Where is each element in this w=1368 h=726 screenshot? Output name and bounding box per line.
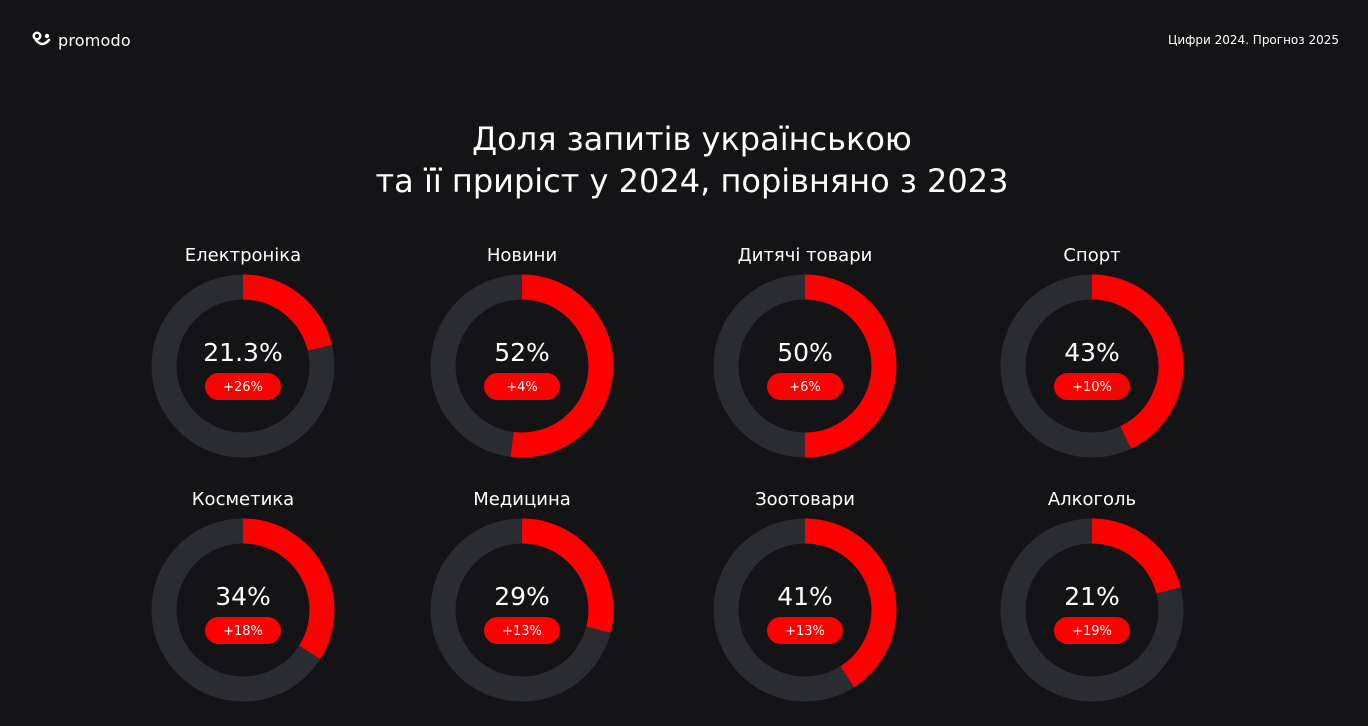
page-title-line-1: Доля запитів українською — [472, 120, 912, 158]
growth-badge — [1054, 617, 1130, 644]
growth-label: +4% — [506, 380, 538, 395]
donut-chart: Електроніка 21.3% +26% — [151, 245, 335, 458]
category-label: Дитячі товари — [738, 245, 873, 266]
category-label: Зоотовари — [755, 489, 855, 510]
page-title: Доля запитів українською та її приріст у… — [0, 118, 1368, 202]
share-label: 21.3% — [203, 338, 282, 367]
donut-chart: Алкоголь 21% +19% — [1000, 489, 1184, 702]
growth-badge — [767, 617, 843, 644]
growth-label: +18% — [223, 624, 263, 639]
donut-value-arc — [1091, 274, 1184, 449]
donut-value-arc — [510, 274, 614, 458]
page-title-line-2: та її приріст у 2024, порівняно з 2023 — [375, 162, 1009, 200]
donut-chart: Дитячі товари 50% +6% — [713, 245, 897, 458]
promodo-logo-icon — [32, 31, 51, 46]
growth-badge — [484, 373, 560, 400]
share-label: 52% — [494, 338, 550, 367]
growth-badge — [1054, 373, 1130, 400]
growth-label: +19% — [1072, 624, 1112, 639]
growth-label: +6% — [789, 380, 821, 395]
growth-label: +13% — [785, 624, 825, 639]
donut-value-arc — [242, 274, 333, 352]
growth-badge — [767, 373, 843, 400]
share-label: 50% — [777, 338, 833, 367]
donut-chart: Новини 52% +4% — [430, 245, 614, 458]
share-label: 34% — [215, 582, 271, 611]
category-label: Алкоголь — [1048, 489, 1136, 510]
donut-value-arc — [1091, 518, 1181, 594]
logo-text: promodo — [58, 30, 131, 50]
category-label: Медицина — [473, 489, 571, 510]
share-label: 41% — [777, 582, 833, 611]
growth-badge — [484, 617, 560, 644]
donut-value-arc — [242, 518, 335, 660]
donut-chart: Косметика 34% +18% — [151, 489, 335, 702]
donut-chart: Зоотовари 41% +13% — [713, 489, 897, 702]
share-label: 29% — [494, 582, 550, 611]
promodo-logo: promodo — [32, 29, 131, 51]
growth-badge — [205, 373, 281, 400]
category-label: Новини — [487, 245, 557, 266]
donut-value-arc — [521, 518, 614, 633]
growth-label: +13% — [502, 624, 542, 639]
category-label: Електроніка — [185, 245, 301, 266]
donut-value-arc — [804, 518, 897, 688]
category-label: Косметика — [192, 489, 294, 510]
growth-label: +10% — [1072, 380, 1112, 395]
growth-label: +26% — [223, 380, 263, 395]
share-label: 21% — [1064, 582, 1120, 611]
share-label: 43% — [1064, 338, 1120, 367]
donut-value-arc — [804, 274, 897, 458]
donut-chart: Спорт 43% +10% — [1000, 245, 1184, 458]
category-label: Спорт — [1063, 245, 1120, 266]
report-subtitle: Цифри 2024. Прогноз 2025 — [1168, 33, 1339, 47]
donut-chart: Медицина 29% +13% — [430, 489, 614, 702]
growth-badge — [205, 617, 281, 644]
